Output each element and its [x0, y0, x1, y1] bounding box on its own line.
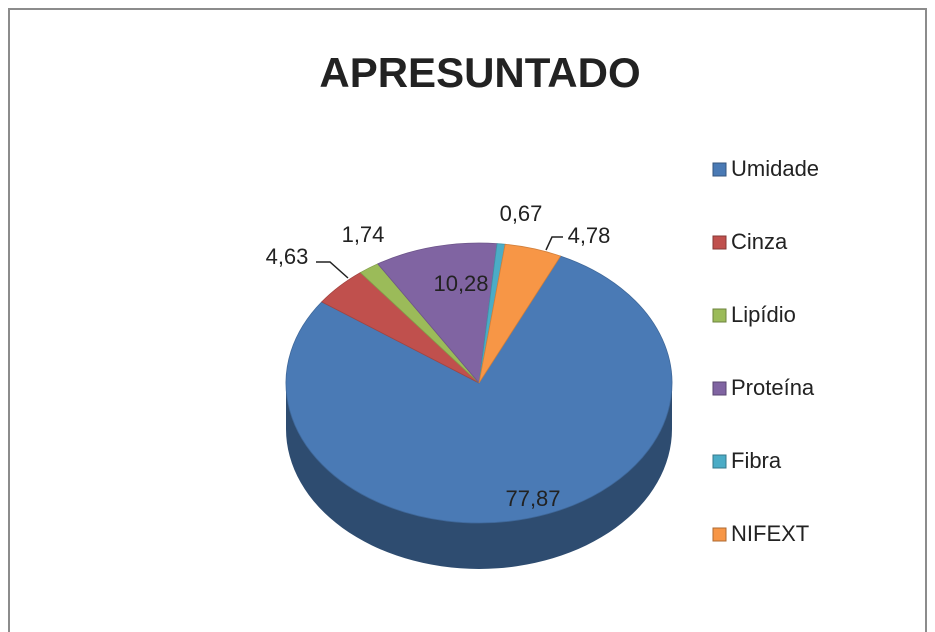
legend-swatch	[712, 527, 727, 542]
legend-swatch	[712, 454, 727, 469]
data-label: 0,67	[500, 201, 543, 226]
leader-line	[545, 236, 563, 251]
legend-swatch	[712, 162, 727, 177]
chart-title: APRESUNTADO	[319, 49, 640, 96]
pie-slice	[285, 255, 673, 524]
data-label: 10,28	[433, 271, 488, 296]
data-label: 4,78	[568, 223, 611, 248]
legend-label: Umidade	[731, 156, 819, 181]
legend-label: NIFEXT	[731, 521, 809, 546]
legend-label: Cinza	[731, 229, 788, 254]
legend-label: Fibra	[731, 448, 782, 473]
legend-swatch	[712, 381, 727, 396]
legend-swatch	[712, 235, 727, 250]
data-label: 4,63	[266, 244, 309, 269]
legend-label: Proteína	[731, 375, 815, 400]
data-label: 77,87	[505, 486, 560, 511]
pie-side	[286, 383, 672, 569]
legend-swatch	[712, 308, 727, 323]
pie-slice	[377, 242, 498, 384]
data-label: 1,74	[342, 222, 385, 247]
pie-slice	[478, 243, 562, 384]
legend-label: Lipídio	[731, 302, 796, 327]
leader-line	[316, 261, 349, 279]
